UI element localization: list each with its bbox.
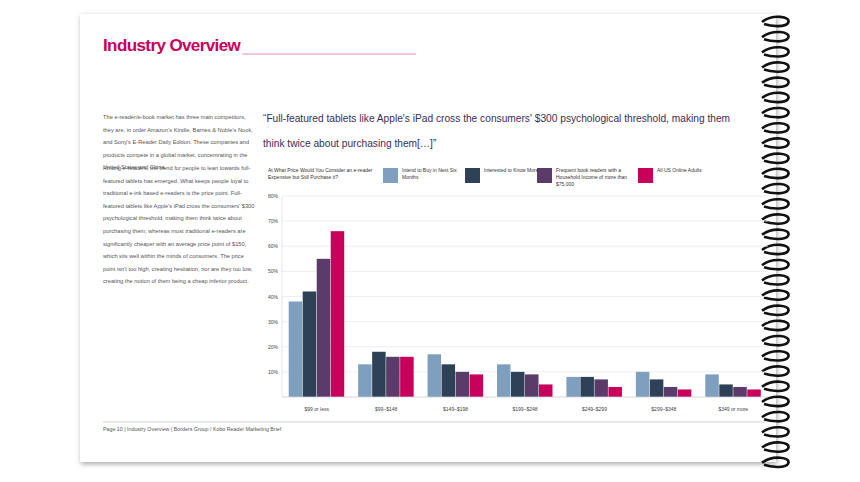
spiral-coil xyxy=(762,442,789,451)
bar xyxy=(525,374,539,397)
spiral-coil xyxy=(762,47,789,56)
x-tick-label: $199–$248 xyxy=(512,406,537,412)
grid-line xyxy=(282,371,768,372)
x-tick-label: $249–$299 xyxy=(582,406,607,412)
bar xyxy=(470,374,484,397)
page-footer: Page 10 | Industry Overview | Borders Gr… xyxy=(103,426,281,432)
y-tick-label: 50% xyxy=(268,268,279,274)
legend-label: Frequent book readers with a Household I… xyxy=(556,167,646,188)
bar xyxy=(705,374,719,397)
bar xyxy=(456,372,470,397)
body-paragraph: Among e-readers, the trend for people to… xyxy=(103,162,255,288)
bar xyxy=(428,354,442,397)
spiral-coil xyxy=(762,427,789,436)
pull-quote: “Full-featured tablets like Apple's iPad… xyxy=(263,106,753,156)
footer-rule xyxy=(103,422,766,423)
spiral-coil xyxy=(762,260,789,269)
spiral-coil xyxy=(762,275,789,284)
spiral-coil xyxy=(762,17,789,26)
title-rule xyxy=(242,54,416,55)
legend-label: All US Online Adults xyxy=(657,167,717,174)
bar xyxy=(664,387,678,397)
y-tick-label: 20% xyxy=(268,344,279,350)
y-tick-label: 80% xyxy=(268,193,279,199)
spiral-coil xyxy=(762,412,789,421)
spiral-coil xyxy=(762,351,789,360)
bar xyxy=(442,364,456,397)
bar xyxy=(497,364,511,397)
spiral-coil xyxy=(762,321,789,330)
spiral-coil xyxy=(762,78,789,87)
bar xyxy=(289,302,303,397)
page-root: 10% 20% 30% 40% 50% 60% 70% 80% $99 or less $99–$… xyxy=(0,0,860,482)
spiral-coil xyxy=(762,336,789,345)
bar xyxy=(317,259,331,397)
bar xyxy=(733,387,747,397)
y-tick-label: 10% xyxy=(268,369,279,375)
legend-swatch xyxy=(537,168,552,183)
grid-line xyxy=(282,196,768,197)
spiral-coil xyxy=(762,214,789,223)
spiral-coil xyxy=(762,62,789,71)
grid-line xyxy=(282,321,768,322)
legend-label: Interested to Know More xyxy=(484,167,539,174)
spiral-coil xyxy=(762,123,789,132)
y-tick-label: 30% xyxy=(268,319,279,325)
x-tick-label: $299–$348 xyxy=(651,406,676,412)
bar xyxy=(678,389,692,397)
bar xyxy=(358,364,372,397)
bar xyxy=(580,377,594,397)
legend-swatch xyxy=(638,168,653,183)
y-tick-label: 60% xyxy=(268,243,279,249)
bar xyxy=(566,377,580,397)
bar xyxy=(608,387,622,397)
spiral-coil xyxy=(762,397,789,406)
spiral-coil xyxy=(762,93,789,102)
y-tick-label: 70% xyxy=(268,218,279,224)
spiral-coil xyxy=(762,108,789,117)
spiral-coil xyxy=(762,32,789,41)
grid-line xyxy=(282,296,768,297)
spiral-coil xyxy=(762,184,789,193)
spiral-coil xyxy=(762,199,789,208)
body-paragraph: The e-reader/e-book market has three mai… xyxy=(103,111,255,174)
spiral-coil xyxy=(762,138,789,147)
bar xyxy=(511,372,525,397)
grid-line xyxy=(282,271,768,272)
bar xyxy=(400,357,414,397)
grid-line xyxy=(282,246,768,247)
bar xyxy=(386,357,400,397)
bar xyxy=(636,372,650,397)
bar xyxy=(303,291,317,397)
bar xyxy=(650,379,664,397)
legend-swatch xyxy=(465,168,480,183)
legend-swatch xyxy=(383,168,398,183)
bar xyxy=(539,384,553,397)
chart-title: At What Price Would You Consider an e-re… xyxy=(268,167,373,181)
grid-line xyxy=(282,221,768,222)
legend-label: Intend to Buy in Next Six Months xyxy=(402,167,462,181)
spiral-coil xyxy=(762,230,789,239)
x-tick-label: $149–$198 xyxy=(443,406,468,412)
bar xyxy=(594,379,608,397)
grid-line xyxy=(282,346,768,347)
bar xyxy=(747,389,761,397)
spiral-coil xyxy=(762,306,789,315)
bars xyxy=(289,231,761,397)
x-axis-line xyxy=(282,397,768,398)
x-tick-label: $349 or more xyxy=(718,406,748,412)
page-title: Industry Overview xyxy=(103,36,240,56)
spiral-coil xyxy=(762,290,789,299)
x-tick-label: $99 or less xyxy=(304,406,329,412)
spiral-coil xyxy=(762,366,789,375)
spiral-coil xyxy=(762,169,789,178)
y-tick-label: 40% xyxy=(268,294,279,300)
x-tick-label: $99–$148 xyxy=(375,406,397,412)
bar xyxy=(331,231,345,397)
bar xyxy=(372,352,386,397)
bar xyxy=(719,384,733,397)
spiral-coil xyxy=(762,382,789,391)
spiral-coil xyxy=(762,154,789,163)
spiral-coil xyxy=(762,458,789,467)
